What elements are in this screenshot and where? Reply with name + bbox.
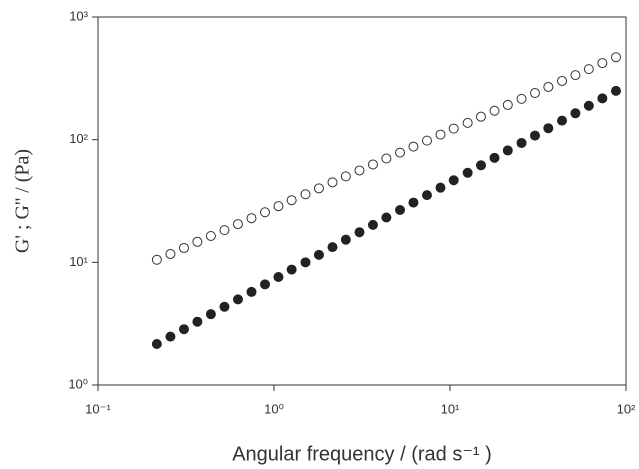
- data-point: [543, 81, 554, 92]
- data-point: [232, 219, 243, 230]
- data-point: [462, 167, 473, 178]
- data-point: [340, 171, 351, 182]
- data-point: [327, 177, 338, 188]
- data-point: [367, 159, 378, 170]
- data-point: [165, 248, 176, 259]
- data-point: [597, 58, 608, 69]
- data-point: [286, 264, 297, 275]
- data-point: [557, 75, 568, 86]
- data-point: [192, 316, 203, 327]
- data-point: [151, 254, 162, 265]
- data-point: [381, 153, 392, 164]
- plot-frame: [97, 16, 627, 386]
- data-point: [273, 201, 284, 212]
- data-point: [260, 207, 271, 218]
- data-point: [313, 183, 324, 194]
- data-point: [408, 141, 419, 152]
- x-tick-label: 10²: [617, 401, 636, 416]
- data-point: [219, 301, 230, 312]
- data-point: [205, 309, 216, 320]
- data-point: [583, 100, 594, 111]
- data-point: [570, 70, 581, 81]
- data-point: [327, 242, 338, 253]
- data-point: [192, 236, 203, 247]
- x-tick-label: 10¹: [441, 401, 460, 416]
- data-point: [475, 111, 486, 122]
- y-tick-label: 10¹: [69, 254, 88, 269]
- data-point: [205, 230, 216, 241]
- data-point: [354, 227, 365, 238]
- data-point: [178, 242, 189, 253]
- data-point: [246, 213, 257, 224]
- y-axis-label: G' ; G'' / (Pa): [12, 149, 34, 253]
- data-point: [489, 105, 500, 116]
- x-tick-label: 10⁰: [264, 401, 284, 416]
- data-point: [597, 93, 608, 104]
- data-point: [151, 338, 162, 349]
- data-point: [273, 272, 284, 283]
- data-point: [178, 324, 189, 335]
- data-point: [489, 152, 500, 163]
- data-point: [246, 286, 257, 297]
- data-point: [570, 108, 581, 119]
- data-point: [516, 137, 527, 148]
- data-point: [300, 189, 311, 200]
- data-point: [583, 64, 594, 75]
- data-point: [529, 88, 540, 99]
- data-point: [610, 85, 621, 96]
- data-point: [260, 279, 271, 290]
- x-tick-label: 10⁻¹: [85, 401, 111, 416]
- data-point: [421, 190, 432, 201]
- data-point: [286, 195, 297, 206]
- data-point: [502, 99, 513, 110]
- data-point: [462, 117, 473, 128]
- x-axis-label: Angular frequency / (rad s⁻¹ ): [232, 443, 492, 465]
- data-point: [367, 219, 378, 230]
- data-point: [219, 225, 230, 236]
- y-tick-label: 10³: [69, 8, 88, 23]
- data-point: [313, 249, 324, 260]
- data-point: [502, 145, 513, 156]
- data-point: [421, 135, 432, 146]
- data-point: [300, 257, 311, 268]
- data-point: [232, 294, 243, 305]
- data-point: [435, 182, 446, 193]
- data-point: [354, 165, 365, 176]
- data-point: [165, 331, 176, 342]
- data-point: [340, 234, 351, 245]
- data-point: [381, 212, 392, 223]
- data-point: [543, 123, 554, 134]
- data-point: [557, 115, 568, 126]
- y-tick-label: 10⁰: [68, 376, 88, 391]
- data-point: [610, 52, 621, 63]
- data-point: [408, 197, 419, 208]
- y-tick-label: 10²: [69, 131, 88, 146]
- data-point: [475, 160, 486, 171]
- data-point: [395, 205, 406, 216]
- data-point: [395, 147, 406, 158]
- data-point: [435, 129, 446, 140]
- data-point: [516, 93, 527, 104]
- data-point: [448, 123, 459, 134]
- data-point: [448, 175, 459, 186]
- data-point: [529, 130, 540, 141]
